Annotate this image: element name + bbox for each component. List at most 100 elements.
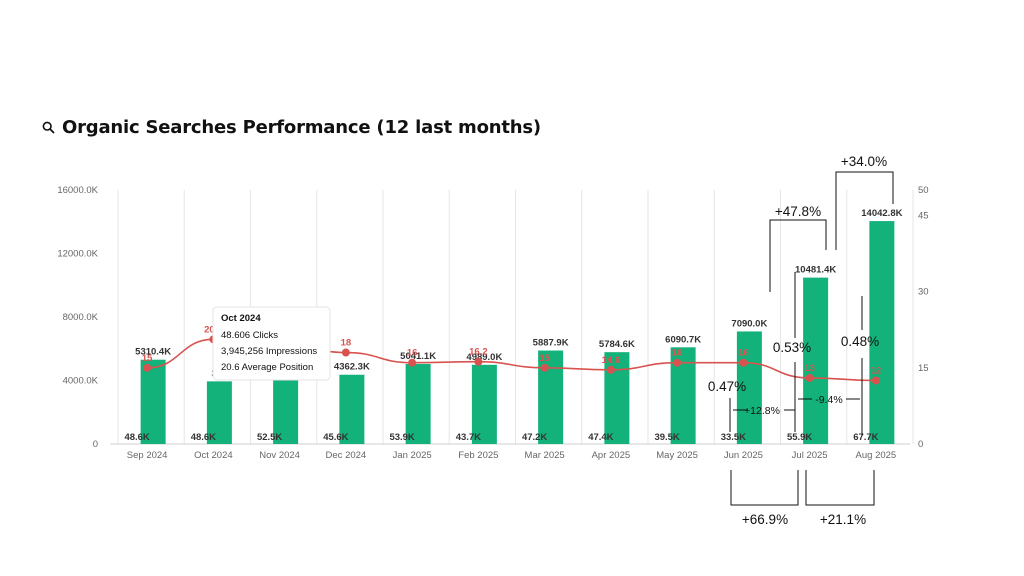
position-label: 15: [142, 353, 153, 364]
bar-label: 5887.9K: [533, 338, 569, 349]
clicks-label: 33.5K: [721, 432, 746, 443]
bar-label: 5041.1K: [400, 351, 436, 362]
bar: [140, 359, 166, 444]
search-icon: [42, 121, 55, 134]
annotation-top-jul: +47.8%: [775, 204, 821, 219]
annotation-ctr-jun: 0.47%: [708, 379, 746, 394]
clicks-label: 47.4K: [588, 432, 613, 443]
bar-label: 4362.3K: [334, 362, 370, 373]
y-left-tick: 4000.0K: [63, 376, 99, 387]
clicks-label: 39.5K: [654, 432, 679, 443]
position-label: 13: [804, 363, 815, 374]
x-axis: Sep 2024 Oct 2024 Nov 2024 Dec 2024 Jan 2025…: [127, 450, 896, 461]
y-left-tick: 12000.0K: [57, 249, 98, 260]
tooltip-line: 20.6 Average Position: [221, 362, 313, 373]
bar: [538, 350, 564, 444]
position-point: [871, 376, 880, 385]
position-label: 16: [672, 348, 683, 359]
y-axis-right: 0 15 30 45 50: [918, 185, 929, 450]
annotation-delta-jun-jul: +12.8%: [744, 405, 780, 417]
clicks-label: 53.9K: [389, 432, 414, 443]
tooltip-box: [212, 306, 331, 381]
x-tick: Sep 2024: [127, 450, 168, 461]
y-left-tick: 0: [93, 439, 98, 450]
x-tick: Apr 2025: [592, 450, 631, 461]
bar-label: 6090.7K: [665, 334, 701, 345]
y-axis-left: 0 4000.0K 8000.0K 12000.0K 16000.0K: [57, 185, 98, 450]
bar: [273, 377, 299, 444]
tooltip-line: 48.606 Clicks: [221, 330, 278, 341]
bar: [206, 381, 232, 444]
position-point: [673, 358, 682, 367]
position-point: [143, 363, 152, 372]
position-point: [341, 348, 350, 357]
annotation-ctr-jul: 0.53%: [773, 340, 811, 355]
clicks-label: 43.7K: [456, 432, 481, 443]
x-tick: May 2025: [656, 450, 698, 461]
x-tick: Jul 2025: [792, 450, 828, 461]
tooltip: Oct 2024 48.606 Clicks 3,945,256 Impressio…: [212, 306, 331, 381]
clicks-label: 67.7K: [853, 432, 878, 443]
bar-label: 5784.6K: [599, 339, 635, 350]
bar-label: 14042.8K: [861, 208, 902, 219]
position-point: [739, 358, 748, 367]
position-label: 15: [539, 353, 550, 364]
y-right-tick: 45: [918, 210, 929, 221]
bracket-bottom-jun-jul: [730, 470, 799, 506]
x-tick: Oct 2024: [194, 450, 233, 461]
clicks-label: 48.6K: [124, 432, 149, 443]
bar: [736, 331, 762, 444]
x-tick: Nov 2024: [259, 450, 300, 461]
bar-label: 7090.0K: [731, 318, 767, 329]
tooltip-line: 3,945,256 Impressions: [221, 346, 317, 357]
y-right-tick: 0: [918, 439, 923, 450]
position-label: 12: [871, 366, 882, 377]
bar: [604, 352, 630, 444]
position-point: [606, 365, 615, 374]
x-tick: Aug 2025: [856, 450, 897, 461]
y-left-tick: 16000.0K: [57, 185, 98, 196]
bracket-top-aug: [835, 171, 894, 250]
annotation-top-aug: +34.0%: [841, 154, 887, 169]
bar-label: 10481.4K: [795, 265, 836, 276]
bar: [471, 364, 497, 444]
annotations: +47.8% +34.0% 0.47% 0.53% 0.48% +12.8% -9.4% +6…: [708, 154, 894, 527]
position-point: [805, 373, 814, 382]
position-label: 16: [738, 348, 749, 359]
y-right-tick: 50: [918, 185, 929, 196]
y-right-tick: 15: [918, 363, 929, 374]
position-label: 14.6: [602, 355, 621, 366]
clicks-label: 52.5K: [257, 432, 282, 443]
x-tick: Dec 2024: [326, 450, 367, 461]
annotation-bottom-jul-aug: +21.1%: [820, 512, 866, 527]
bar: [339, 374, 365, 444]
bar: [405, 363, 431, 444]
position-point: [474, 357, 483, 366]
bracket-top-jul: [769, 219, 827, 292]
annotation-delta-jul-aug: -9.4%: [815, 394, 842, 406]
clicks-label: 48.6K: [191, 432, 216, 443]
bracket-bottom-jul-aug: [805, 470, 875, 506]
bar: [803, 277, 829, 444]
position-point: [408, 358, 417, 367]
x-tick: Jun 2025: [724, 450, 763, 461]
bar: [869, 221, 895, 444]
position-point: [540, 363, 549, 372]
position-label: 18: [341, 338, 352, 349]
y-left-tick: 8000.0K: [63, 312, 99, 323]
annotation-ctr-aug: 0.48%: [841, 334, 879, 349]
clicks-label: 45.6K: [323, 432, 348, 443]
gridlines: [110, 190, 914, 445]
position-label: 16: [407, 348, 418, 359]
y-right-tick: 30: [918, 287, 929, 298]
tooltip-header: Oct 2024: [221, 313, 261, 324]
chart-title: Organic Searches Performance (12 last mo…: [42, 117, 541, 138]
clicks-label: 47.2K: [522, 432, 547, 443]
chart-title-text: Organic Searches Performance (12 last mo…: [62, 117, 541, 138]
bar-label: 4989.0K: [466, 352, 502, 363]
bar-label: 5310.4K: [135, 347, 171, 358]
x-tick: Mar 2025: [525, 450, 565, 461]
clicks-label: 55.9K: [787, 432, 812, 443]
annotation-bottom-jun-jul: +66.9%: [742, 512, 788, 527]
